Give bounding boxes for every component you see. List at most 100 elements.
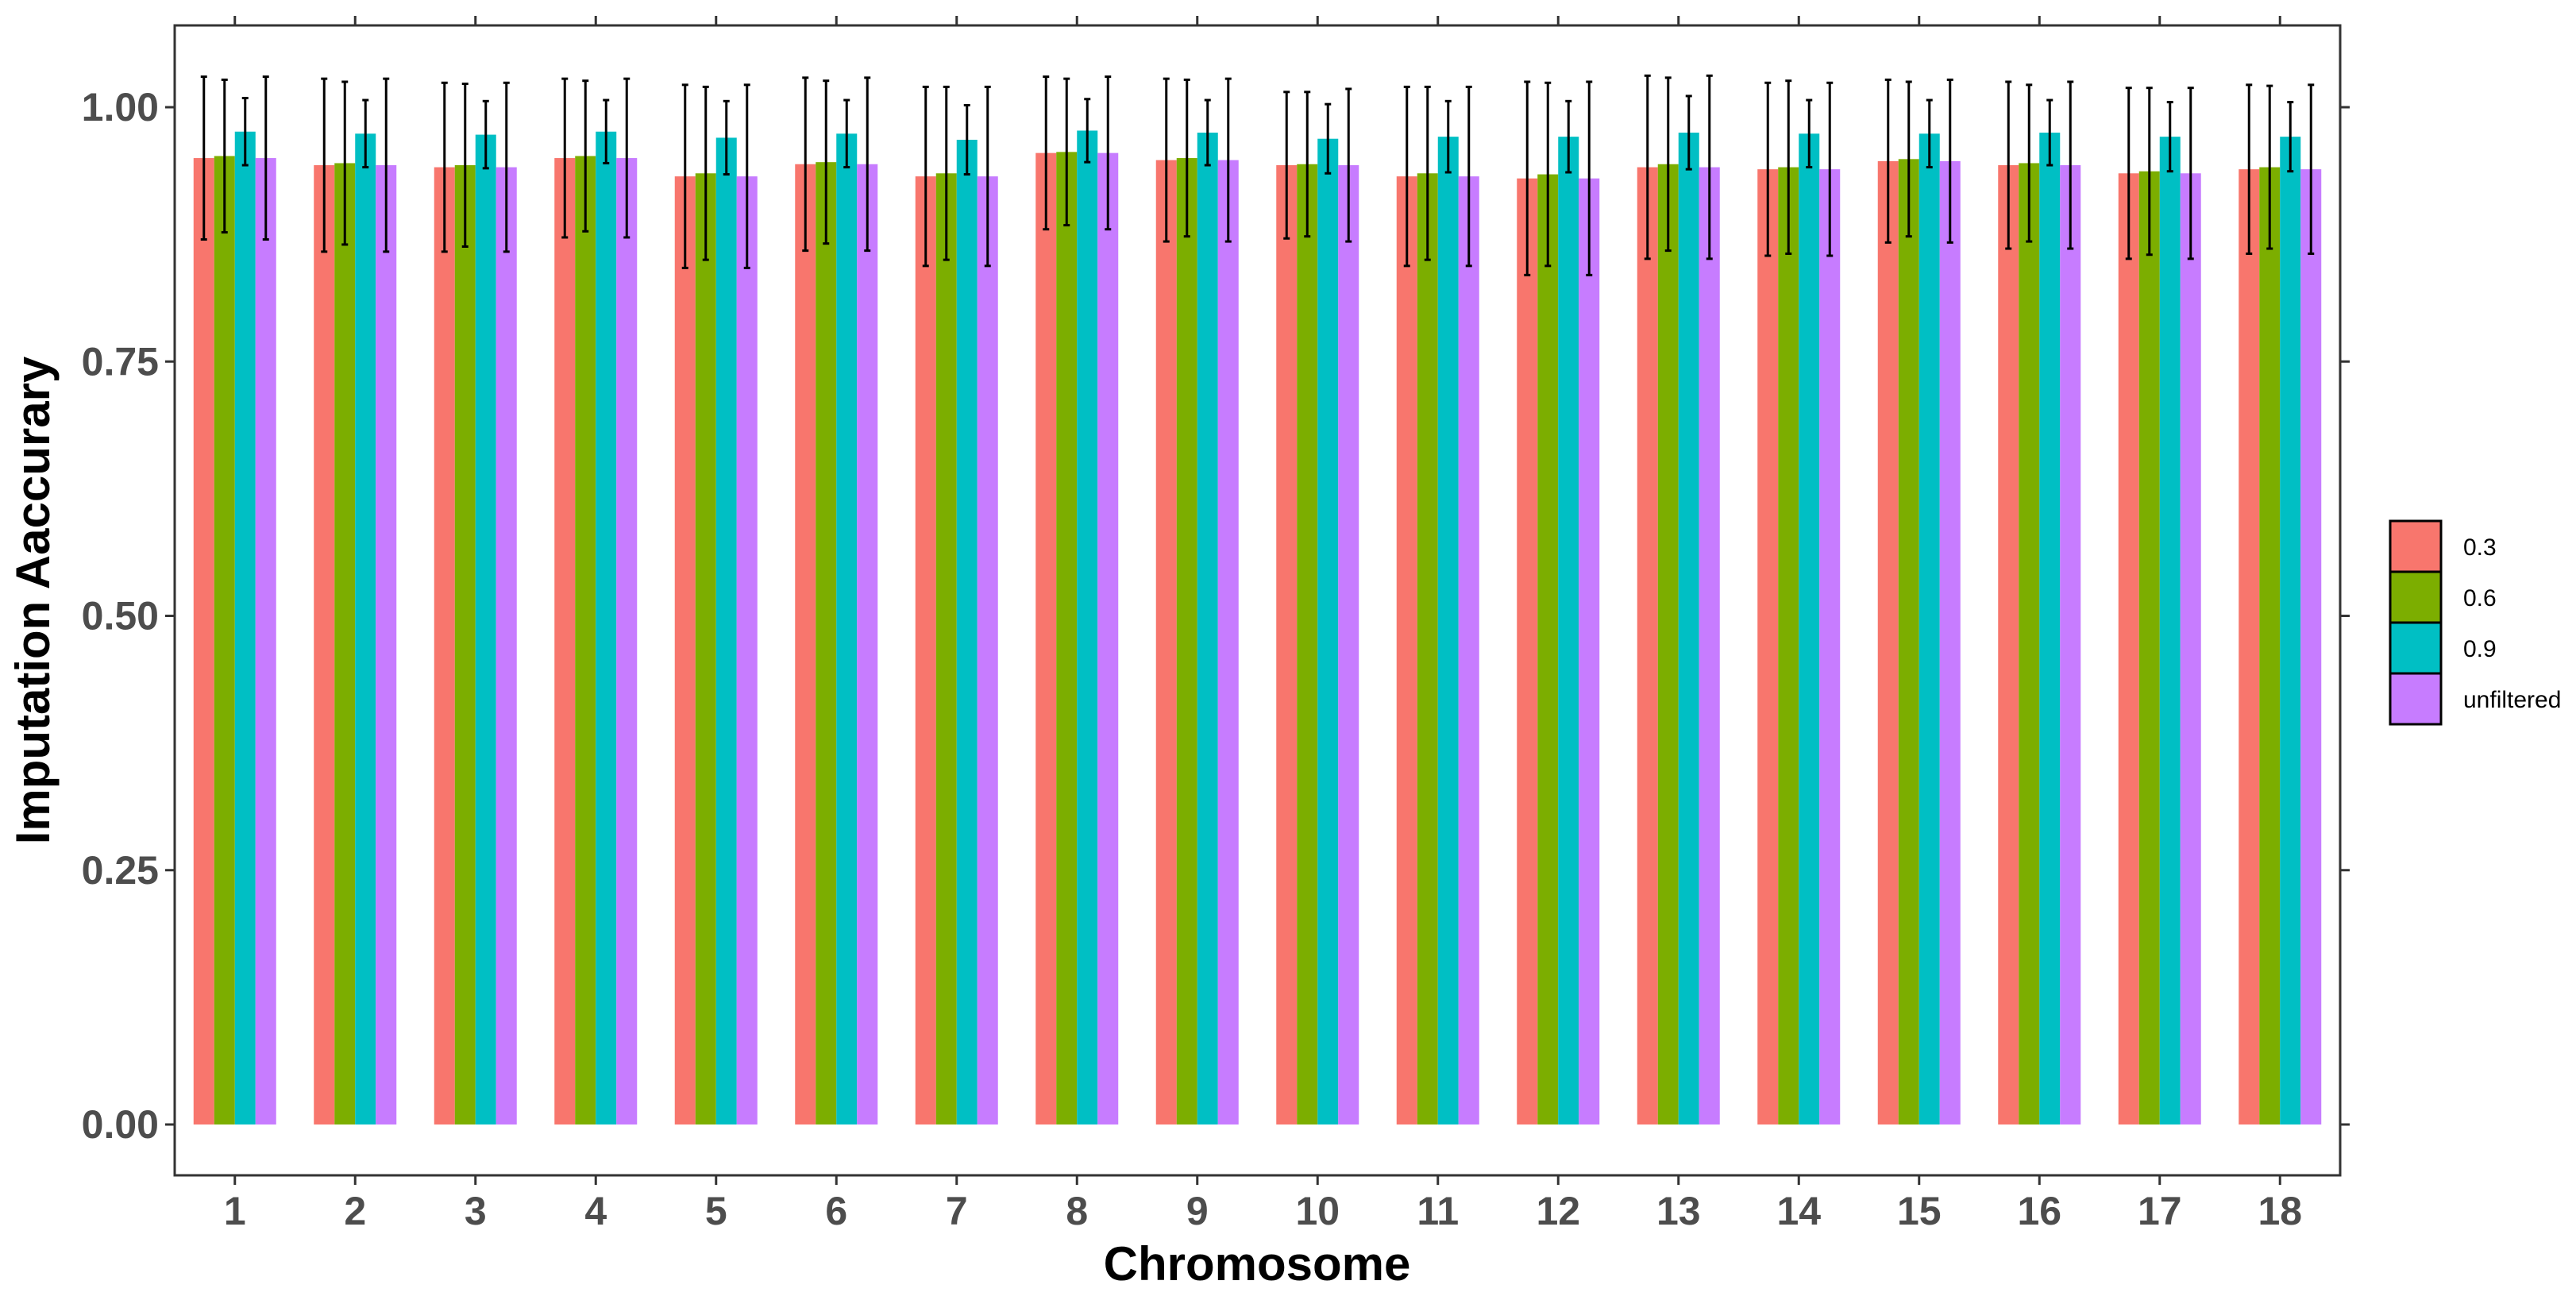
legend-label: 0.3 [2463, 534, 2497, 561]
bar-chr9-unfiltered [1217, 160, 1239, 1124]
bar-chr12-0_9 [1558, 137, 1579, 1124]
bar-chr4-0_9 [596, 131, 617, 1124]
bar-chr11-0_3 [1396, 176, 1417, 1124]
bar-chr16-0_6 [2019, 163, 2040, 1125]
y-tick-label: 0.50 [82, 594, 159, 638]
bar-chr8-unfiltered [1097, 152, 1119, 1124]
bar-chr18-unfiltered [2300, 169, 2322, 1125]
bars-layer [193, 130, 2322, 1125]
bar-chr11-0_6 [1417, 173, 1438, 1124]
bar-chr5-unfiltered [736, 176, 758, 1124]
legend-key-0_3 [2389, 519, 2443, 573]
legend-key-unfiltered [2389, 672, 2443, 726]
x-tick-label: 3 [465, 1189, 487, 1233]
bar-chr6-0_3 [795, 164, 816, 1125]
bar-chr10-0_6 [1297, 164, 1318, 1125]
x-tick-label: 18 [2258, 1189, 2302, 1233]
bar-chr18-0_3 [2239, 169, 2260, 1125]
y-tick-label: 0.75 [82, 339, 159, 384]
bar-chr15-0_9 [1919, 133, 1940, 1124]
bar-chr5-0_9 [715, 137, 737, 1125]
legend-key-0_9 [2389, 621, 2443, 675]
x-tick-label: 12 [1536, 1189, 1580, 1233]
bar-chr14-0_6 [1778, 167, 1799, 1125]
y-tick-label: 0.00 [82, 1102, 159, 1147]
y-tick-label: 0.25 [82, 848, 159, 893]
errorbars-layer [200, 74, 2315, 276]
bar-chr15-unfiltered [1939, 160, 1961, 1124]
x-tick-label: 16 [2017, 1189, 2061, 1233]
bar-chr13-unfiltered [1699, 167, 1720, 1125]
x-tick-label: 17 [2138, 1189, 2182, 1233]
bar-chr14-unfiltered [1819, 169, 1841, 1125]
y-axis-title: Imputation Aaccurary [6, 356, 60, 844]
bar-chr13-0_6 [1657, 164, 1679, 1125]
bar-chr17-unfiltered [2180, 173, 2201, 1124]
x-tick-label: 7 [946, 1189, 968, 1233]
bar-chr18-0_9 [2280, 137, 2301, 1124]
bar-chr2-0_9 [355, 133, 376, 1124]
bar-chr3-unfiltered [496, 167, 517, 1125]
bar-chr9-0_3 [1155, 160, 1177, 1124]
bar-chr13-0_9 [1678, 133, 1699, 1124]
bar-chr6-unfiltered [857, 164, 878, 1125]
bar-chr4-unfiltered [616, 158, 638, 1124]
bar-chr2-0_3 [314, 165, 335, 1125]
legend-label: 0.9 [2463, 636, 2497, 662]
bar-chr4-0_3 [554, 158, 576, 1124]
bar-chr11-unfiltered [1458, 176, 1479, 1124]
bar-chr5-0_6 [695, 173, 716, 1124]
bar-chr7-0_3 [915, 176, 936, 1124]
legend: 0.3 0.6 0.9 unfiltered [2389, 519, 2561, 726]
bar-chr7-0_6 [935, 173, 957, 1124]
bar-chr4-0_6 [575, 156, 596, 1124]
bar-chr7-unfiltered [977, 176, 998, 1124]
bar-chr8-0_9 [1077, 130, 1098, 1124]
bar-chr8-0_6 [1056, 152, 1078, 1124]
bar-chr12-unfiltered [1579, 178, 1600, 1124]
x-tick-label: 10 [1295, 1189, 1340, 1233]
bar-chr1-0_9 [234, 131, 256, 1124]
bar-chr1-0_6 [214, 156, 235, 1124]
bar-chr17-0_6 [2138, 171, 2160, 1124]
x-tick-label: 13 [1656, 1189, 1701, 1233]
bar-chr17-0_9 [2159, 137, 2181, 1124]
y-axis: 0.00 0.25 0.50 0.75 1.00 [82, 85, 2350, 1147]
bar-chr11-0_9 [1437, 137, 1459, 1124]
x-tick-label: 1 [224, 1189, 246, 1233]
bar-chr1-0_3 [193, 158, 214, 1124]
x-tick-label: 14 [1776, 1189, 1821, 1233]
x-axis: 1 2 3 4 5 6 7 8 9 10 11 12 13 14 15 16 17 18 [224, 16, 2302, 1233]
x-tick-label: 8 [1066, 1189, 1088, 1233]
bar-chr14-0_9 [1799, 133, 1820, 1124]
bar-chr1-unfiltered [255, 158, 276, 1124]
x-tick-label: 11 [1417, 1189, 1459, 1233]
x-tick-label: 4 [584, 1189, 607, 1233]
x-tick-label: 5 [705, 1189, 727, 1233]
x-tick-label: 2 [344, 1189, 366, 1233]
bar-chr16-unfiltered [2060, 165, 2081, 1125]
bar-chr9-0_9 [1197, 133, 1218, 1124]
bar-chr2-unfiltered [376, 165, 397, 1125]
x-axis-title: Chromosome [1104, 1237, 1411, 1290]
bar-chr8-0_3 [1035, 152, 1057, 1124]
bar-chr6-0_6 [816, 162, 837, 1125]
bar-chr15-0_6 [1898, 159, 1919, 1124]
bar-chr3-0_6 [454, 165, 476, 1125]
bar-chr16-0_9 [2039, 133, 2061, 1124]
bar-chr6-0_9 [836, 133, 858, 1124]
legend-label: unfiltered [2463, 687, 2561, 713]
bar-chr17-0_3 [2118, 173, 2139, 1124]
x-tick-label: 9 [1186, 1189, 1209, 1233]
legend-label: 0.6 [2463, 585, 2497, 611]
panel-border [173, 24, 2342, 1177]
bar-chr18-0_6 [2259, 167, 2281, 1125]
bar-chr14-0_3 [1757, 169, 1779, 1125]
bar-chr12-0_3 [1517, 178, 1538, 1124]
bar-chr15-0_3 [1877, 160, 1899, 1124]
bar-chr10-unfiltered [1338, 165, 1359, 1125]
legend-key-0_6 [2389, 570, 2443, 624]
bar-chr7-0_9 [956, 139, 978, 1125]
x-tick-label: 6 [825, 1189, 847, 1233]
